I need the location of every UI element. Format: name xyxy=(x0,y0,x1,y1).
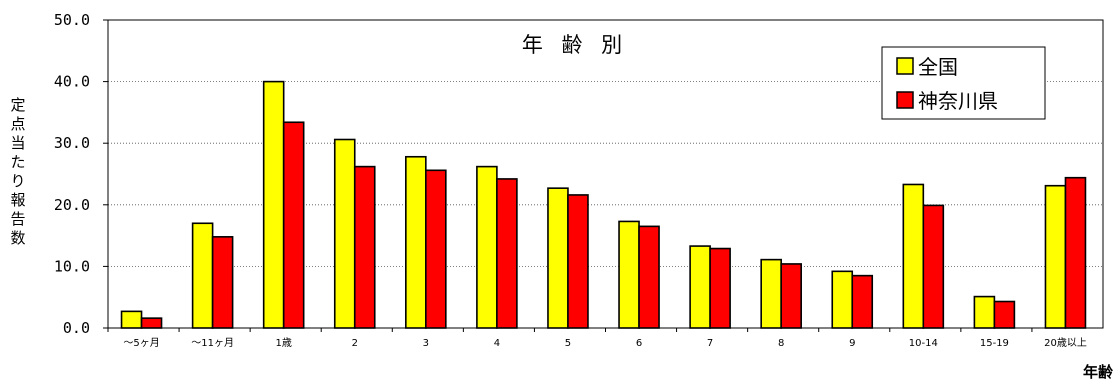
x-tick-label: 5 xyxy=(565,338,571,349)
y-axis-label-char: 数 xyxy=(10,229,25,247)
bar-kanagawa xyxy=(1065,178,1085,328)
bar-national xyxy=(903,184,923,328)
bar-national xyxy=(477,167,497,328)
legend-swatch-national xyxy=(897,58,913,74)
y-tick-label: 10.0 xyxy=(54,257,90,275)
y-axis-label-char: 点 xyxy=(10,115,25,133)
y-tick-label: 0.0 xyxy=(63,319,90,337)
y-tick-label: 30.0 xyxy=(54,134,90,152)
x-tick-label: 4 xyxy=(494,338,500,349)
x-tick-label: 1歳 xyxy=(275,337,291,349)
bar-national xyxy=(690,246,710,328)
legend-label-national: 全国 xyxy=(918,55,958,79)
x-tick-label: 2 xyxy=(352,338,358,349)
bar-national xyxy=(406,157,426,328)
y-tick-label: 20.0 xyxy=(54,196,90,214)
bar-national xyxy=(974,297,994,328)
x-tick-label: 3 xyxy=(423,338,429,349)
x-tick-label: 7 xyxy=(707,338,713,349)
x-tick-label: 8 xyxy=(778,338,784,349)
x-tick-label: ～5ヶ月 xyxy=(123,337,159,349)
legend: 全国 神奈川県 xyxy=(882,47,1045,119)
bar-national xyxy=(619,221,639,328)
bar-kanagawa xyxy=(639,226,659,328)
x-tick-label: ～11ヶ月 xyxy=(191,337,234,349)
x-tick-label: 15-19 xyxy=(980,338,1009,349)
x-tick-label: 10-14 xyxy=(909,338,938,349)
chart-title: 年 齢 別 xyxy=(522,33,628,57)
bar-kanagawa xyxy=(781,264,801,328)
y-axis-label-char: 定 xyxy=(10,96,25,114)
bar-national xyxy=(264,82,284,328)
x-tick-label: 9 xyxy=(849,338,855,349)
legend-swatch-kanagawa xyxy=(897,92,913,108)
y-axis-label-char: り xyxy=(10,172,25,190)
bar-kanagawa xyxy=(142,318,162,328)
bar-kanagawa xyxy=(213,237,233,328)
y-axis-label-char: 告 xyxy=(10,210,25,228)
bar-kanagawa xyxy=(852,276,872,328)
bar-kanagawa xyxy=(994,302,1014,328)
y-axis-ticks: 0.0 10.0 20.0 30.0 40.0 50.0 xyxy=(54,11,108,337)
y-axis-label-char: た xyxy=(10,153,25,171)
bar-national xyxy=(193,223,213,328)
bar-national xyxy=(548,188,568,328)
bar-kanagawa xyxy=(426,170,446,328)
bar-kanagawa xyxy=(710,249,730,328)
bar-national xyxy=(122,311,142,328)
bar-national xyxy=(832,271,852,328)
bar-national xyxy=(761,260,781,328)
bar-kanagawa xyxy=(284,122,304,328)
x-axis-ticks: ～5ヶ月 ～11ヶ月 1歳 2 3 4 5 6 7 8 9 10-14 15-19 20歳以上 xyxy=(108,328,1087,349)
y-tick-label: 40.0 xyxy=(54,73,90,91)
y-tick-label: 50.0 xyxy=(54,11,90,29)
x-tick-label: 20歳以上 xyxy=(1044,337,1087,349)
bar-kanagawa xyxy=(355,167,375,328)
x-tick-label: 6 xyxy=(636,338,642,349)
bar-kanagawa xyxy=(568,195,588,328)
x-axis-label: 年齢 xyxy=(1083,363,1114,381)
bar-national xyxy=(1045,186,1065,328)
bar-kanagawa xyxy=(497,179,517,328)
legend-label-kanagawa: 神奈川県 xyxy=(918,89,998,113)
bar-national xyxy=(335,140,355,328)
y-axis-label-char: 報 xyxy=(10,191,25,209)
y-axis-label-char: 当 xyxy=(10,134,25,152)
bar-kanagawa xyxy=(923,205,943,328)
